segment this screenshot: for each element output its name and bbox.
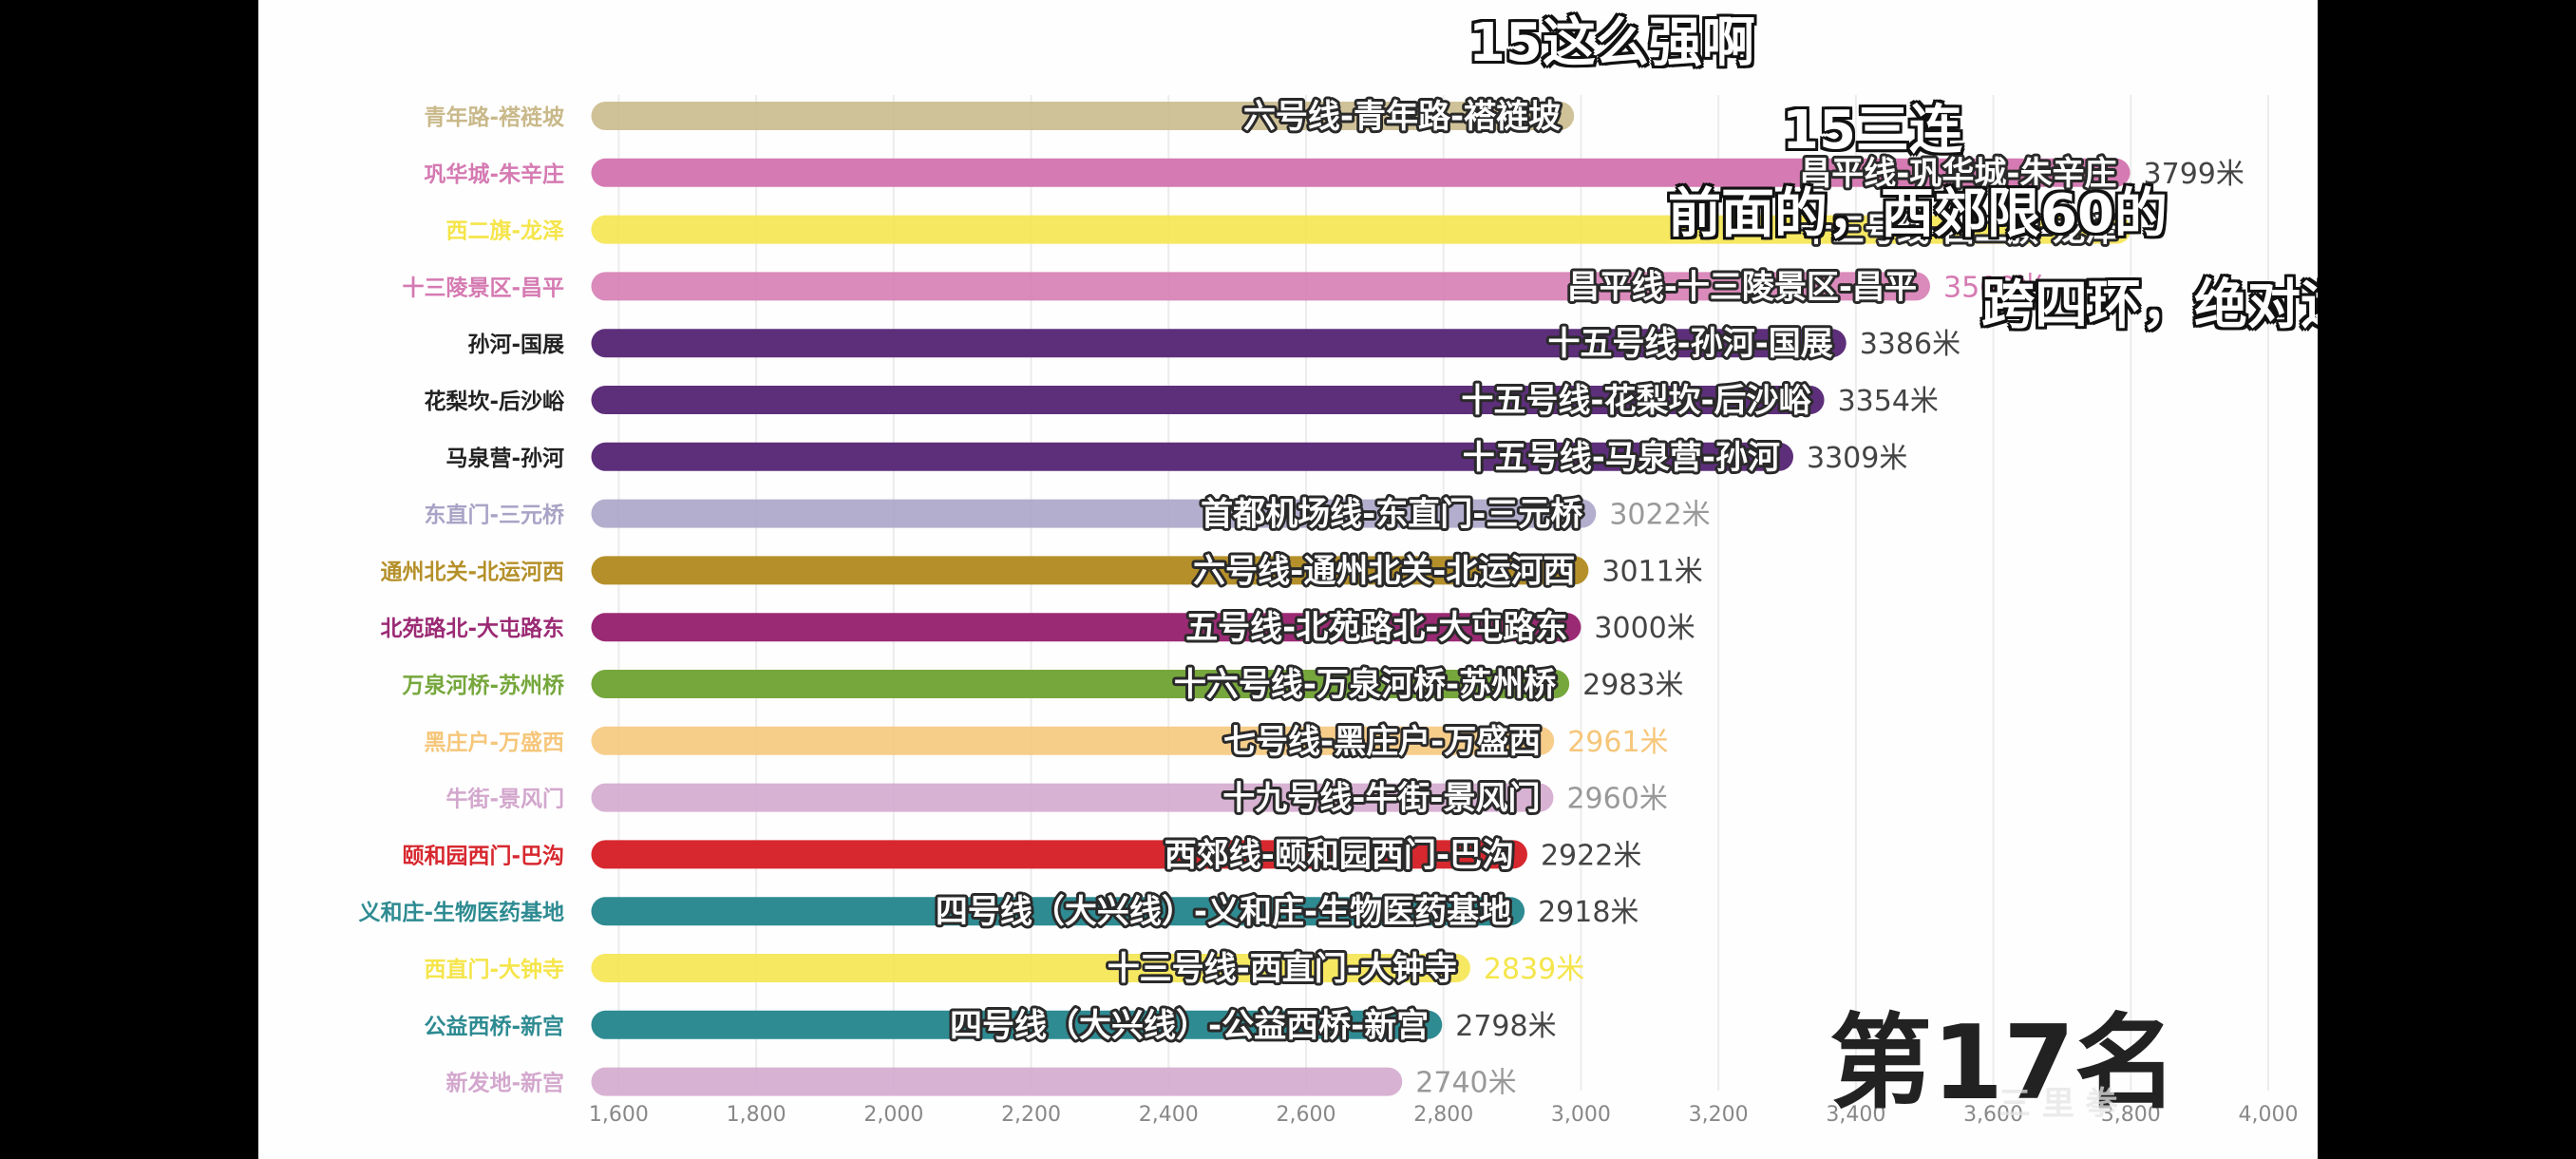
category-label: 牛街-景风门: [445, 787, 564, 812]
category-label: 北苑路北-大屯路东: [380, 616, 564, 641]
category-label: 西直门-大钟寺: [424, 957, 564, 982]
caption-top: 15这么强啊: [1468, 12, 1755, 74]
value-label: 3022米: [1609, 499, 1710, 532]
bar-label: 六号线-青年路-褡裢坡: [1243, 98, 1561, 136]
x-tick-label: 3,000: [1551, 1103, 1611, 1127]
category-label: 通州北关-北运河西: [380, 559, 564, 584]
caption-ring-road: 跨四环，绝对远: [1981, 275, 2318, 336]
bar-label: 四号线（大兴线）-公益西桥-新宫: [950, 1007, 1429, 1045]
value-label: 2961米: [1567, 726, 1668, 759]
bar: [591, 1010, 1443, 1039]
bar: [591, 897, 1525, 926]
caption-streak: 15三连: [1782, 100, 1962, 162]
value-label: 2983米: [1582, 669, 1683, 702]
value-label: 3309米: [1807, 442, 1907, 475]
bar: [591, 670, 1570, 698]
bar-label: 五号线-北苑路北-大屯路东: [1185, 609, 1567, 647]
value-label: 2798米: [1455, 1010, 1556, 1043]
bar: [591, 726, 1555, 755]
category-label: 花梨坎-后沙峪: [424, 389, 565, 414]
bar: [591, 840, 1527, 869]
bar-label: 首都机场线-东直门-三元桥: [1201, 496, 1582, 534]
category-label: 新发地-新宫: [445, 1071, 564, 1096]
category-label: 义和庄-生物医药基地: [358, 900, 564, 925]
bar: [591, 386, 1825, 414]
x-tick-label: 4,000: [2239, 1103, 2299, 1127]
bar: [591, 556, 1589, 585]
rank-label: 第17名: [1829, 1004, 2178, 1123]
x-tick-label: 2,200: [1001, 1103, 1061, 1127]
x-tick-label: 2,400: [1139, 1103, 1199, 1127]
value-label: 2839米: [1484, 953, 1584, 986]
x-tick-label: 1,800: [727, 1103, 786, 1127]
x-tick-label: 2,800: [1413, 1103, 1473, 1127]
bar-label: 昌平线-十三陵景区-昌平: [1567, 268, 1917, 306]
value-label: 3000米: [1594, 612, 1695, 645]
x-tick-label: 1,600: [589, 1103, 649, 1127]
bar: [591, 158, 2131, 187]
bar: [591, 329, 1847, 358]
chart-panel: 1,600 1,800 2,000 2,200 2,400 2,600 2,800 3,000…: [258, 0, 2318, 1159]
x-tick-label: 3,200: [1689, 1103, 1749, 1127]
category-label: 西二旗-龙泽: [445, 218, 564, 244]
x-tick-label: 2,600: [1276, 1103, 1335, 1127]
category-label: 黑庄户-万盛西: [424, 730, 564, 755]
bar: [591, 102, 1575, 130]
bar: [591, 499, 1597, 528]
category-label: 东直门-三元桥: [424, 503, 565, 528]
bar: [591, 1067, 1403, 1096]
bar-label: 十三号线-西二旗-龙泽: [1800, 212, 2117, 250]
x-tick-label: 3,800: [2101, 1103, 2161, 1127]
bar-label: 十六号线-万泉河桥-苏州桥: [1174, 666, 1556, 704]
bar-label: 十九号线-牛街-景风门: [1222, 780, 1540, 818]
bar-label: 四号线（大兴线）-义和庄-生物医药基地: [936, 893, 1511, 931]
x-tick-label: 3,600: [1963, 1103, 2023, 1127]
category-label: 颐和园西门-巴沟: [402, 843, 564, 868]
bar: [591, 613, 1582, 642]
category-label: 公益西桥-新宫: [424, 1014, 564, 1039]
value-label: 3386米: [1860, 328, 1960, 361]
x-tick-label: 2,000: [863, 1103, 923, 1127]
value-label: 3799米: [2144, 158, 2245, 191]
bar-label: 十三号线-西直门-大钟寺: [1108, 950, 1457, 988]
value-label: 3354米: [1838, 385, 1939, 418]
bar: [591, 272, 1930, 301]
bar: [591, 954, 1470, 982]
category-label: 马泉营-孙河: [445, 446, 564, 471]
bar-label: 十五号线-孙河-国展: [1547, 325, 1832, 363]
bar-label: 七号线-黑庄户-万盛西: [1223, 723, 1541, 761]
bar: [591, 783, 1554, 812]
bar-chart: 1,600 1,800 2,000 2,200 2,400 2,600 2,800 3,000…: [358, 95, 2299, 1127]
watermark: 三 里 拳: [1998, 1085, 2118, 1123]
bar-label: 六号线-通州北关-北运河西: [1193, 552, 1575, 590]
category-label: 巩华城-朱辛庄: [424, 162, 564, 187]
category-label: 孙河-国展: [467, 332, 564, 357]
caption-xijiao: 前面的，西郊限60的: [1668, 183, 2168, 245]
category-label: 万泉河桥-苏州桥: [402, 673, 565, 698]
value-label: 3011米: [1601, 555, 1702, 588]
value-label: 3508米: [1943, 271, 2044, 304]
bar-label: 十五号线-花梨坎-后沙峪: [1461, 382, 1811, 420]
bar-label: 昌平线-巩华城-朱辛庄: [1799, 155, 2116, 193]
category-label: 青年路-褡裢坡: [424, 104, 564, 130]
bar: [591, 215, 2131, 244]
value-label: 2918米: [1538, 896, 1638, 929]
value-label: 2922米: [1541, 839, 1641, 872]
bar-label: 十五号线-马泉营-孙河: [1463, 439, 1780, 477]
bar: [591, 442, 1794, 471]
category-label: 十三陵景区-昌平: [402, 275, 564, 300]
value-label: 2960米: [1566, 783, 1667, 816]
value-label: 2740米: [1415, 1067, 1516, 1100]
x-tick-label: 3,400: [1826, 1103, 1885, 1127]
bar-label: 西郊线-颐和园西门-巴沟: [1165, 836, 1514, 874]
